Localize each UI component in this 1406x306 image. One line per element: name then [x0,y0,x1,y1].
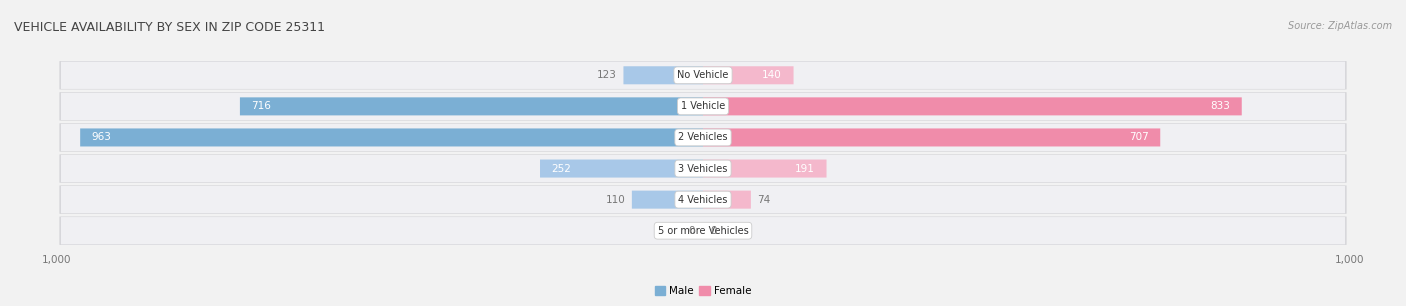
Text: 833: 833 [1211,101,1230,111]
FancyBboxPatch shape [703,129,1160,147]
FancyBboxPatch shape [60,217,1346,244]
Text: 1 Vehicle: 1 Vehicle [681,101,725,111]
Text: 707: 707 [1129,132,1149,143]
Text: VEHICLE AVAILABILITY BY SEX IN ZIP CODE 25311: VEHICLE AVAILABILITY BY SEX IN ZIP CODE … [14,21,325,34]
Text: 252: 252 [551,163,571,174]
Text: 0: 0 [711,226,717,236]
FancyBboxPatch shape [59,217,1347,245]
Text: 74: 74 [758,195,770,205]
FancyBboxPatch shape [60,93,1346,120]
FancyBboxPatch shape [623,66,703,84]
FancyBboxPatch shape [240,97,703,115]
FancyBboxPatch shape [60,155,1346,182]
Text: 5 or more Vehicles: 5 or more Vehicles [658,226,748,236]
Text: 716: 716 [252,101,271,111]
Text: 110: 110 [606,195,626,205]
Text: No Vehicle: No Vehicle [678,70,728,80]
Text: 0: 0 [689,226,695,236]
Text: 140: 140 [762,70,782,80]
Text: 2 Vehicles: 2 Vehicles [678,132,728,143]
FancyBboxPatch shape [703,191,751,209]
FancyBboxPatch shape [703,66,793,84]
FancyBboxPatch shape [703,159,827,177]
Text: 4 Vehicles: 4 Vehicles [678,195,728,205]
FancyBboxPatch shape [59,185,1347,214]
FancyBboxPatch shape [540,159,703,177]
FancyBboxPatch shape [703,97,1241,115]
FancyBboxPatch shape [59,155,1347,183]
FancyBboxPatch shape [60,186,1346,213]
FancyBboxPatch shape [80,129,703,147]
Text: 123: 123 [598,70,617,80]
FancyBboxPatch shape [59,123,1347,151]
Text: Source: ZipAtlas.com: Source: ZipAtlas.com [1288,21,1392,32]
FancyBboxPatch shape [60,62,1346,89]
Text: 963: 963 [91,132,111,143]
FancyBboxPatch shape [60,124,1346,151]
FancyBboxPatch shape [59,61,1347,89]
FancyBboxPatch shape [631,191,703,209]
Text: 191: 191 [794,163,815,174]
Legend: Male, Female: Male, Female [651,282,755,300]
Text: 3 Vehicles: 3 Vehicles [678,163,728,174]
FancyBboxPatch shape [59,92,1347,121]
